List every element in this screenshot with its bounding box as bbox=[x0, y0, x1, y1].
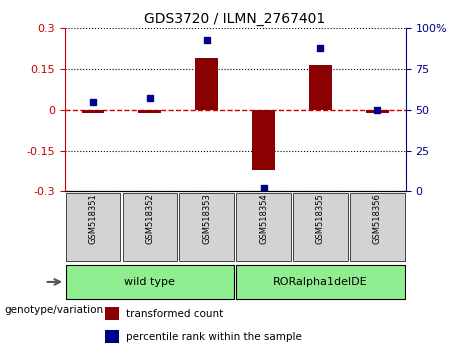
Text: transformed count: transformed count bbox=[126, 309, 223, 319]
Text: GSM518356: GSM518356 bbox=[373, 194, 382, 245]
Text: GSM518352: GSM518352 bbox=[145, 194, 154, 244]
Bar bbox=[236, 193, 291, 261]
Text: percentile rank within the sample: percentile rank within the sample bbox=[126, 332, 302, 342]
Text: GSM518355: GSM518355 bbox=[316, 194, 325, 244]
Text: RORalpha1delDE: RORalpha1delDE bbox=[273, 277, 368, 287]
Bar bbox=[309, 65, 332, 110]
Bar bbox=[293, 193, 348, 261]
Bar bbox=[123, 193, 177, 261]
Text: GSM518353: GSM518353 bbox=[202, 194, 211, 245]
Bar bbox=[179, 193, 234, 261]
Text: genotype/variation: genotype/variation bbox=[5, 305, 104, 315]
Text: GSM518354: GSM518354 bbox=[259, 194, 268, 244]
Bar bbox=[65, 193, 120, 261]
Bar bbox=[252, 110, 275, 170]
Title: GDS3720 / ILMN_2767401: GDS3720 / ILMN_2767401 bbox=[144, 12, 326, 26]
Bar bbox=[82, 110, 104, 113]
Bar bbox=[65, 265, 234, 299]
Bar bbox=[236, 265, 405, 299]
Bar bbox=[350, 193, 405, 261]
Text: wild type: wild type bbox=[124, 277, 175, 287]
Bar bbox=[138, 110, 161, 113]
Bar bbox=[106, 330, 119, 343]
Bar bbox=[195, 58, 218, 110]
Text: GSM518351: GSM518351 bbox=[89, 194, 97, 244]
Bar bbox=[106, 308, 119, 320]
Bar bbox=[366, 110, 389, 113]
